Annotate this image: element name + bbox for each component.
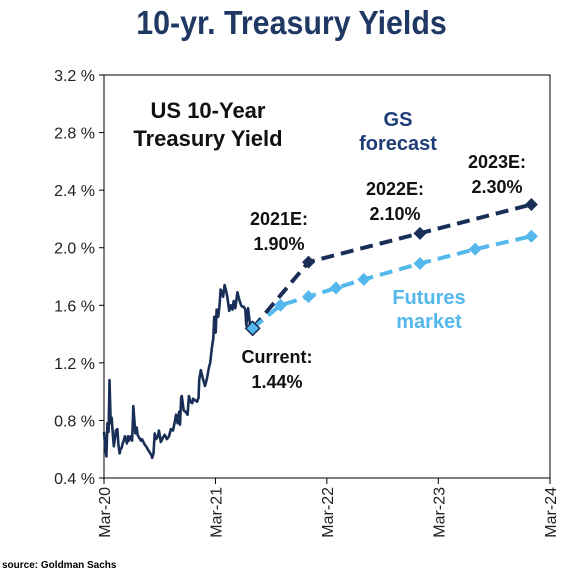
- x-tick-label: Mar-23: [431, 487, 448, 538]
- y-tick-label: 1.2 %: [54, 356, 95, 373]
- futures-market-point: [302, 290, 316, 304]
- historical-yield-line: [102, 283, 254, 460]
- annotation-futures-label: Futures: [392, 287, 465, 309]
- chart-series: [102, 198, 538, 460]
- annotation-current: 1.44%: [251, 372, 302, 392]
- annotation-e2023: 2023E:: [468, 152, 526, 172]
- x-tick-label: Mar-20: [97, 487, 114, 538]
- annotation-current: Current:: [242, 347, 313, 367]
- y-tick-label: 0.4 %: [54, 471, 95, 488]
- chart-axes: 0.4 % 0.8 % 1.2 % 1.6 % 2.0 % 2.4 % 2.8 % 3.2 %…: [54, 68, 560, 538]
- futures-market-point: [524, 229, 538, 243]
- inner-chart-title: Treasury Yield: [133, 126, 282, 151]
- futures-market-point: [273, 298, 287, 312]
- futures-market-point: [413, 257, 427, 271]
- annotation-e2022: 2.10%: [369, 204, 420, 224]
- source-note: source: Goldman Sachs: [2, 560, 117, 571]
- x-tick-label: Mar-21: [208, 487, 225, 538]
- gs-forecast-point: [413, 226, 427, 240]
- current-yield-point: [244, 320, 261, 337]
- gs-forecast-line: [251, 202, 532, 330]
- annotation-futures-label: market: [396, 311, 462, 333]
- page-title: 10-yr. Treasury Yields: [136, 4, 447, 41]
- gs-forecast-point: [302, 255, 316, 269]
- annotation-e2021: 2021E:: [250, 209, 308, 229]
- y-tick-label: 2.8 %: [54, 126, 95, 143]
- futures-market-point: [329, 281, 343, 295]
- annotation-e2023: 2.30%: [471, 177, 522, 197]
- annotation-e2021: 1.90%: [253, 234, 304, 254]
- inner-chart-title: US 10-Year: [151, 98, 266, 123]
- y-tick-label: 1.6 %: [54, 298, 95, 315]
- futures-market-point: [468, 242, 482, 256]
- y-tick-label: 0.8 %: [54, 413, 95, 430]
- y-tick-label: 2.0 %: [54, 241, 95, 258]
- annotation-gs-label: forecast: [359, 133, 437, 155]
- futures-market-point: [357, 272, 371, 286]
- annotation-gs-label: GS: [384, 109, 413, 131]
- x-tick-label: Mar-22: [320, 487, 337, 538]
- annotation-e2022: 2022E:: [366, 179, 424, 199]
- y-tick-label: 2.4 %: [54, 183, 95, 200]
- x-tick-label: Mar-24: [543, 487, 560, 538]
- y-tick-label: 3.2 %: [54, 68, 95, 85]
- gs-forecast-point: [524, 198, 538, 212]
